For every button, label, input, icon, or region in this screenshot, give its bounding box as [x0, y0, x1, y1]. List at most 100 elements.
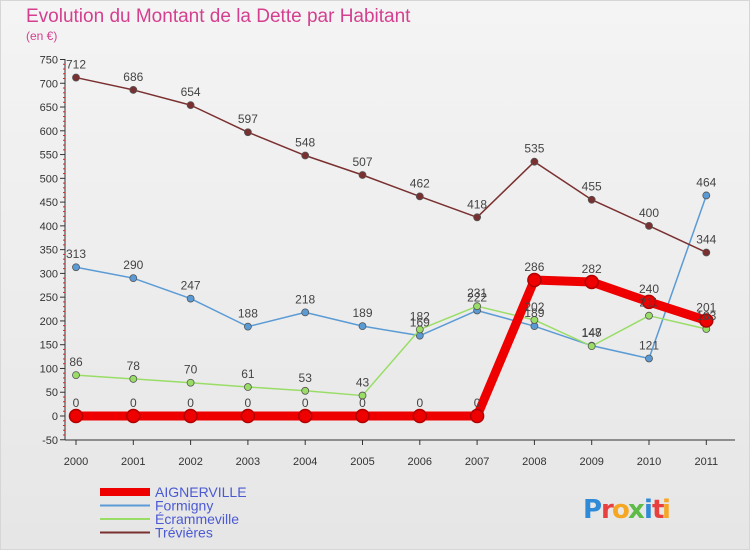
series-line: [76, 275, 708, 421]
data-point: [301, 308, 310, 317]
data-point: [72, 73, 80, 82]
data-point: [645, 311, 653, 320]
y-tick-label: 550: [40, 150, 58, 162]
series-layer: [68, 73, 714, 424]
legend-label: Écrammeville: [155, 511, 239, 527]
x-tick-label: 2009: [579, 456, 603, 468]
logo-letter: i: [662, 495, 671, 525]
data-point: [702, 191, 711, 200]
y-tick-label: 350: [40, 245, 58, 257]
data-label: 455: [582, 180, 602, 194]
series-line: [75, 76, 707, 254]
y-tick-label: 500: [40, 173, 58, 185]
logo-letter: o: [612, 495, 630, 525]
x-tick-label: 2002: [178, 456, 202, 468]
data-point: [129, 86, 138, 94]
data-label: 462: [410, 176, 430, 190]
y-tick-label: 450: [40, 197, 58, 209]
data-point: [587, 342, 596, 351]
data-point: [584, 274, 599, 290]
data-point: [587, 195, 596, 204]
x-tick-label: 2010: [637, 456, 661, 468]
data-label: 712: [66, 58, 86, 72]
data-label: 686: [123, 70, 143, 84]
data-point: [129, 375, 138, 383]
axes: -50 0 50 100 150 200 250 300 350 400 450 500 550 600 6…: [40, 55, 735, 468]
data-label: 43: [356, 376, 370, 390]
data-label: 535: [524, 142, 544, 156]
data-point: [243, 383, 252, 391]
data-label: 53: [299, 371, 313, 385]
data-label: 0: [187, 396, 194, 410]
data-point: [243, 128, 252, 137]
data-label: 201: [696, 300, 716, 314]
y-tick-label: 700: [40, 78, 58, 90]
series-trévières: [72, 73, 711, 257]
data-point: [702, 248, 711, 257]
logo-letter: i: [644, 495, 653, 525]
data-point: [699, 313, 714, 328]
data-point: [72, 371, 80, 380]
data-point: [68, 408, 84, 424]
y-tick-label: 750: [40, 55, 58, 67]
data-label: 282: [582, 262, 602, 276]
data-label: 231: [467, 286, 487, 300]
data-label: 247: [181, 279, 201, 293]
logo-letter: P: [583, 495, 602, 525]
data-label: 597: [238, 112, 258, 126]
data-label: 344: [696, 232, 716, 246]
x-tick-label: 2006: [408, 456, 432, 468]
data-label: 202: [524, 300, 544, 314]
chart-subtitle: (en €): [26, 29, 57, 43]
data-label: 240: [639, 282, 659, 296]
data-label: 290: [123, 258, 143, 272]
data-point: [530, 316, 539, 324]
y-tick-label: 250: [40, 292, 58, 304]
data-point: [641, 294, 657, 310]
y-tick-label: 50: [46, 387, 58, 399]
data-label: 189: [524, 306, 544, 320]
data-label: 169: [410, 316, 430, 330]
x-tick-label: 2005: [350, 456, 374, 468]
data-point: [301, 151, 310, 160]
data-label: 0: [359, 396, 366, 410]
y-tick-label: 400: [40, 221, 58, 233]
data-point: [186, 294, 195, 303]
data-point: [358, 171, 367, 179]
data-point: [358, 391, 367, 400]
data-point: [297, 408, 313, 424]
data-label: 147: [582, 326, 602, 340]
data-label: 189: [352, 306, 372, 320]
x-tick-label: 2007: [465, 456, 489, 468]
data-label: 0: [73, 396, 80, 410]
data-label: 548: [295, 136, 315, 150]
data-point: [129, 274, 138, 283]
data-label: 400: [639, 206, 659, 220]
data-labels: 313 290 247 188 218 189 169 222 189 148 121 464 86 78…: [66, 58, 717, 410]
data-label: 182: [410, 309, 430, 323]
x-tick-label: 2011: [694, 456, 718, 468]
data-point: [473, 213, 482, 222]
y-tick-label: 0: [52, 411, 58, 423]
data-label: 654: [181, 85, 201, 99]
data-point: [183, 408, 198, 424]
data-point: [415, 192, 424, 201]
series-aignerville: [68, 272, 714, 424]
data-point: [72, 263, 80, 272]
data-label: 313: [66, 247, 86, 261]
legend-label: Trévières: [155, 525, 213, 541]
logo-letter: r: [601, 495, 614, 525]
data-label: 211: [639, 296, 658, 310]
data-label: 188: [238, 307, 258, 321]
data-label: 507: [352, 155, 372, 169]
data-label: 0: [416, 396, 423, 410]
series-line: [75, 305, 707, 397]
y-tick-label: 650: [40, 102, 58, 114]
legend-label: AIGNERVILLE: [155, 484, 247, 500]
data-point: [530, 157, 539, 166]
data-label: 464: [696, 175, 716, 189]
data-point: [126, 408, 141, 424]
